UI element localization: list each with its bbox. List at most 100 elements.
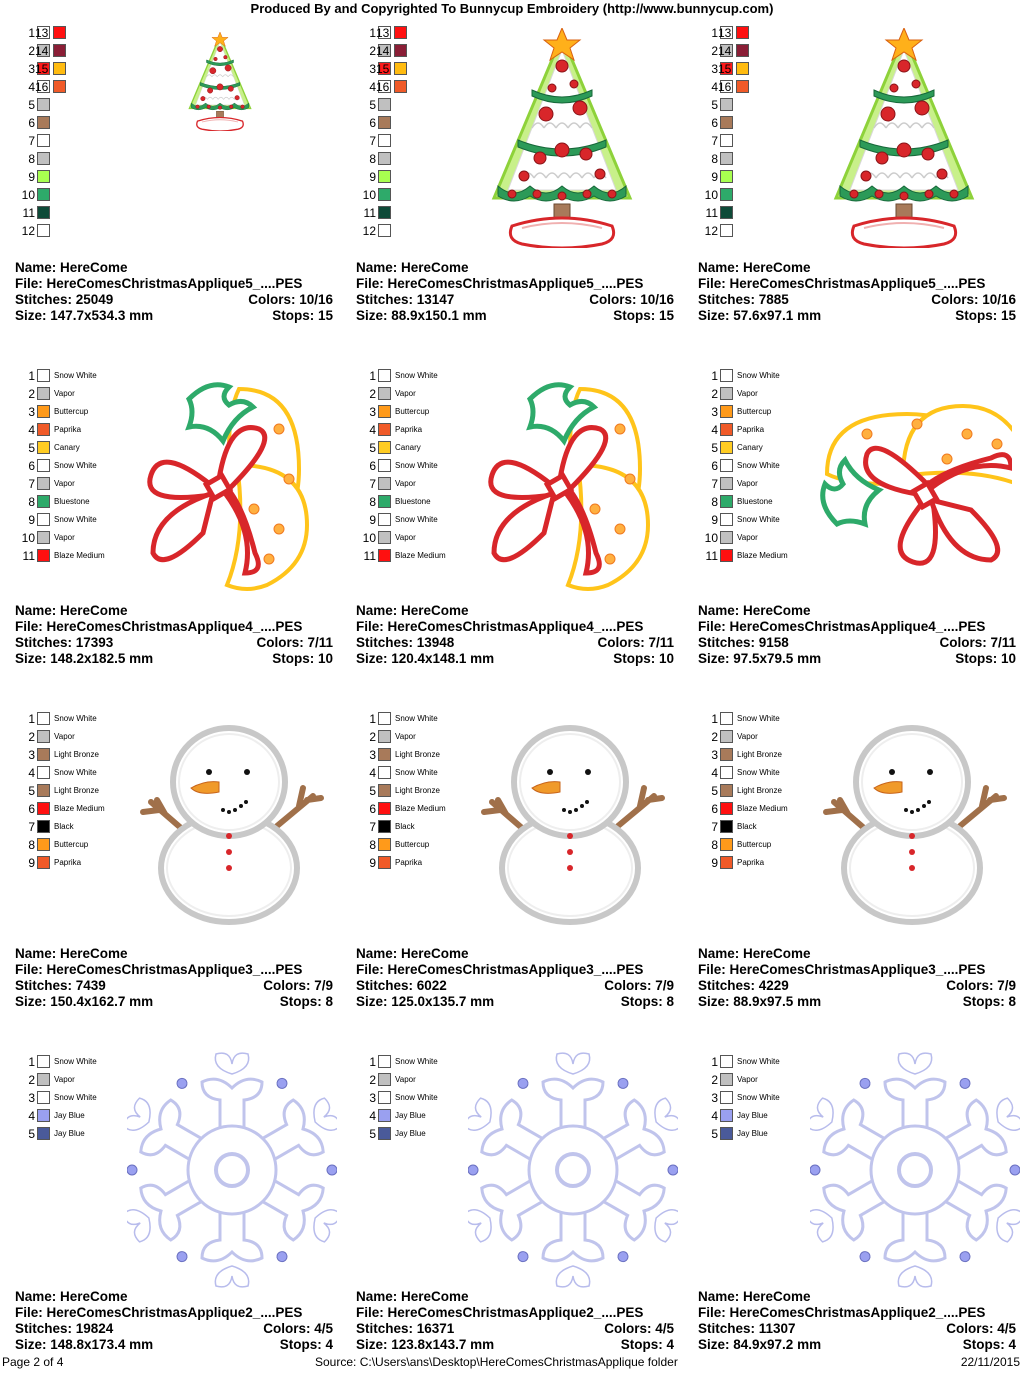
thread-color-box (378, 766, 391, 779)
thread-swatch: 2 Vapor (358, 387, 478, 401)
design-size-row: Size: 123.8x143.7 mm Stops: 4 (356, 1337, 674, 1353)
thread-number: 9 (369, 170, 376, 184)
design-file: File: HereComesChristmasApplique2_....PE… (698, 1305, 986, 1320)
thread-number: 12 (362, 224, 376, 238)
thread-swatch: 13 (358, 26, 478, 40)
thread-swatch: 4 Paprika (358, 423, 478, 437)
design-size-row: Size: 97.5x79.5 mm Stops: 10 (698, 651, 1016, 667)
thread-name: Buttercup (395, 407, 430, 416)
thread-name: Paprika (737, 858, 765, 867)
thread-color-box (720, 26, 733, 39)
thread-name: Bluestone (54, 497, 90, 506)
thread-swatch: 10 Vapor (17, 531, 137, 545)
thread-name: Light Bronze (737, 786, 782, 795)
stop-count: Stops: 4 (962, 1337, 1016, 1352)
thread-swatch: 14 (17, 44, 137, 58)
thread-color-box (378, 98, 391, 111)
thread-number: 10 (21, 531, 35, 545)
design-file-row: File: HereComesChristmasApplique2_....PE… (15, 1305, 333, 1321)
thread-name: Snow White (395, 1057, 438, 1066)
thread-number: 11 (363, 549, 376, 563)
thread-number: 10 (362, 188, 376, 202)
thread-swatch: 11 (358, 206, 478, 220)
thread-name: Blaze Medium (54, 551, 105, 560)
thread-color-box (720, 369, 733, 382)
thread-swatch: 10 (17, 188, 137, 202)
thread-color-box (37, 387, 50, 400)
thread-swatch: 2 Vapor (17, 730, 137, 744)
thread-color-box (378, 152, 391, 165)
thread-swatch: 5 Light Bronze (358, 784, 478, 798)
design-size: Size: 88.9x97.5 mm (698, 994, 822, 1009)
thread-color-box (378, 26, 391, 39)
design-card: 1 Snow White 2 Vapor 3 Snow White 4 Jay Blue 5 Ja… (9, 1047, 349, 1390)
thread-swatch: 1 Snow White (700, 1055, 820, 1069)
thread-name: Vapor (54, 479, 75, 488)
design-size-row: Size: 150.4x162.7 mm Stops: 8 (15, 994, 333, 1010)
thread-color-box (378, 62, 391, 75)
thread-swatch: 7 (17, 134, 137, 148)
thread-number: 11 (705, 206, 718, 220)
thread-swatch: 7 Vapor (17, 477, 137, 491)
thread-color-box (37, 1127, 50, 1140)
thread-number: 15 (718, 62, 732, 76)
thread-name: Light Bronze (54, 786, 99, 795)
design-size-row: Size: 148.2x182.5 mm Stops: 10 (15, 651, 333, 667)
thread-color-box (720, 712, 733, 725)
stitch-count-row: Stitches: 4229 Colors: 7/9 (698, 978, 1016, 994)
thread-name: Snow White (737, 371, 780, 380)
thread-swatch: 5 (17, 98, 137, 112)
thread-number: 5 (369, 441, 376, 455)
thread-swatch: 9 (700, 170, 820, 184)
thread-swatch: 5 Jay Blue (358, 1127, 478, 1141)
stitch-count: Stitches: 7885 (698, 292, 789, 307)
thread-number: 16 (718, 80, 732, 94)
thread-color-box (37, 730, 50, 743)
thread-number: 5 (369, 1127, 376, 1141)
thread-color-box (37, 188, 50, 201)
thread-swatch: 10 Vapor (358, 531, 478, 545)
design-card: 1 Snow White 2 Vapor 3 Light Bronze 4 Snow Whit… (9, 704, 349, 1047)
thread-swatch: 5 Canary (358, 441, 478, 455)
design-name-row: Name: HereCome (15, 603, 333, 619)
thread-swatch: 2 Vapor (17, 387, 137, 401)
thread-name: Snow White (395, 515, 438, 524)
thread-color-box (378, 387, 391, 400)
design-name-row: Name: HereCome (15, 260, 333, 276)
design-file-row: File: HereComesChristmasApplique5_....PE… (15, 276, 333, 292)
design-size-row: Size: 88.9x97.5 mm Stops: 8 (698, 994, 1016, 1010)
thread-color-box (37, 712, 50, 725)
thread-color-box (378, 802, 391, 815)
design-card: 1 2 3 4 5 6 7 8 9 10 11 12 13 14 15 16 Name: HereCome Fil… (9, 18, 349, 361)
thread-swatch: 7 Black (358, 820, 478, 834)
design-name: Name: HereCome (698, 946, 811, 961)
thread-number: 3 (369, 62, 376, 76)
stitch-count: Stitches: 13948 (356, 635, 455, 650)
thread-number: 9 (711, 170, 718, 184)
design-name-row: Name: HereCome (698, 1289, 1016, 1305)
design-card: 1 Snow White 2 Vapor 3 Light Bronze 4 Snow Whit… (350, 704, 690, 1047)
thread-swatch: 10 Vapor (700, 531, 820, 545)
design-size-row: Size: 84.9x97.2 mm Stops: 4 (698, 1337, 1016, 1353)
thread-name: Bluestone (737, 497, 773, 506)
thread-swatch: 2 (700, 44, 820, 58)
thread-number: 7 (369, 134, 376, 148)
thread-name: Jay Blue (395, 1129, 426, 1138)
design-info: Name: HereCome File: HereComesChristmasAp… (356, 260, 674, 324)
thread-swatch: 15 (17, 62, 137, 76)
thread-swatch: 10 (358, 188, 478, 202)
thread-number: 1 (711, 369, 718, 383)
design-name: Name: HereCome (698, 603, 811, 618)
thread-name: Jay Blue (737, 1111, 768, 1120)
thread-swatch: 5 Canary (17, 441, 137, 455)
thread-number: 4 (28, 423, 35, 437)
design-file-row: File: HereComesChristmasApplique4_....PE… (356, 619, 674, 635)
thread-color-box (720, 1073, 733, 1086)
thread-name: Snow White (54, 371, 97, 380)
thread-swatch: 1 Snow White (358, 1055, 478, 1069)
thread-color-box (394, 80, 407, 93)
design-size: Size: 147.7x534.3 mm (15, 308, 154, 323)
thread-number: 7 (28, 820, 35, 834)
thread-number: 8 (711, 152, 718, 166)
thread-color-box (378, 477, 391, 490)
